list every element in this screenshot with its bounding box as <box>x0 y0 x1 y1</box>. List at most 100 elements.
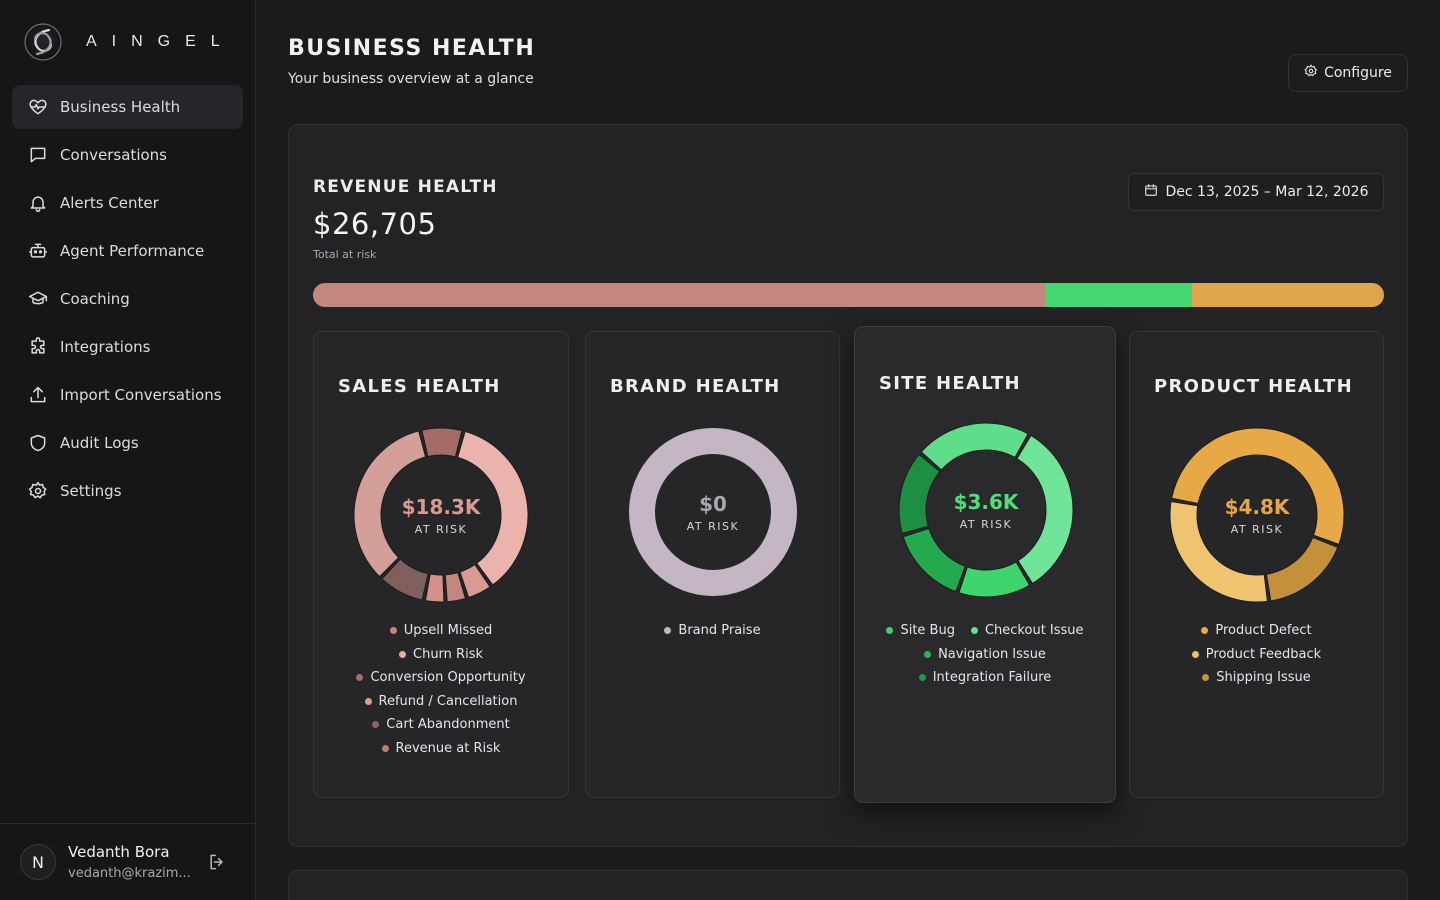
sales-health-title: SALES HEALTH <box>338 376 501 397</box>
sidebar-item-label: Import Conversations <box>60 386 222 404</box>
at-risk-label: AT RISK <box>1230 522 1284 536</box>
sidebar-item-audit-logs[interactable]: Audit Logs <box>12 421 243 465</box>
legend-item[interactable]: Churn Risk <box>334 643 548 667</box>
legend-item[interactable]: Refund / Cancellation <box>334 690 548 714</box>
legend-item[interactable]: Brand Praise <box>606 619 819 643</box>
page-subtitle: Your business overview at a glance <box>288 71 534 87</box>
site-donut-chart: $3.6K AT RISK <box>886 410 1086 610</box>
sales-donut-chart: $18.3K AT RISK <box>341 415 541 615</box>
sidebar-item-business-health[interactable]: Business Health <box>12 85 243 129</box>
sidebar-item-label: Conversations <box>60 146 167 164</box>
sidebar-item-agent-performance[interactable]: Agent Performance <box>12 229 243 273</box>
page-title: BUSINESS HEALTH <box>288 36 536 61</box>
revenue-caption: Total at risk <box>313 248 377 261</box>
site-at-risk-value: $3.6K <box>953 489 1019 514</box>
sidebar-item-import-conversations[interactable]: Import Conversations <box>12 373 243 417</box>
site-donut-segment[interactable] <box>1016 434 1074 585</box>
at-risk-label: AT RISK <box>959 517 1013 531</box>
legend-dot <box>356 674 364 682</box>
sales-legend: Upsell Missed Churn Risk Conversion Opport… <box>314 619 568 760</box>
sidebar-item-label: Audit Logs <box>60 434 139 452</box>
legend-label: Conversion Opportunity <box>370 670 526 686</box>
legend-dot <box>924 650 932 658</box>
legend-label: Brand Praise <box>678 623 761 639</box>
revenue-bar-segment-product <box>1192 283 1384 307</box>
sales-donut-segment[interactable] <box>381 558 429 601</box>
site-donut-segment[interactable] <box>902 527 966 593</box>
legend-item[interactable]: Shipping Issue <box>1150 666 1363 690</box>
legend-item[interactable]: Product Feedback <box>1150 643 1363 667</box>
brand-donut-segment[interactable] <box>629 428 797 596</box>
user-profile: N Vedanth Bora vedanth@krazim... <box>0 823 255 900</box>
brand-health-card[interactable]: BRAND HEALTH $0 AT RISK Brand Praise <box>585 331 840 798</box>
product-donut-segment[interactable] <box>1169 500 1269 603</box>
sidebar-item-settings[interactable]: Settings <box>12 469 243 513</box>
sidebar-item-coaching[interactable]: Coaching <box>12 277 243 321</box>
brand-health-title: BRAND HEALTH <box>610 376 781 397</box>
legend-item[interactable]: Integration Failure <box>875 666 1095 690</box>
sales-donut-segment[interactable] <box>457 430 529 586</box>
legend-label: Refund / Cancellation <box>378 693 518 709</box>
heart-pulse-icon <box>28 97 48 117</box>
logout-icon[interactable] <box>207 852 227 872</box>
chat-bubble-icon <box>28 145 48 165</box>
site-health-card[interactable]: SITE HEALTH $3.6K AT RISK Site Bug Checko… <box>854 326 1116 803</box>
robot-icon <box>28 241 48 261</box>
brand[interactable]: AINGEL <box>24 22 235 62</box>
legend-item[interactable]: Site Bug <box>878 619 963 643</box>
legend-dot <box>970 627 978 635</box>
legend-label: Cart Abandonment <box>386 717 510 733</box>
puzzle-icon <box>28 337 48 357</box>
legend-item[interactable]: Upsell Missed <box>334 619 548 643</box>
legend-item[interactable]: Navigation Issue <box>875 643 1095 667</box>
sidebar-item-alerts-center[interactable]: Alerts Center <box>12 181 243 225</box>
date-range-label: Dec 13, 2025 – Mar 12, 2026 <box>1165 184 1369 200</box>
sidebar-item-integrations[interactable]: Integrations <box>12 325 243 369</box>
upload-icon <box>28 385 48 405</box>
sales-at-risk-value: $18.3K <box>401 494 481 519</box>
product-donut-segment[interactable] <box>1265 536 1339 602</box>
legend-dot <box>918 674 926 682</box>
sidebar-item-label: Business Health <box>60 98 181 116</box>
legend-label: Upsell Missed <box>403 623 493 639</box>
legend-item[interactable]: Conversion Opportunity <box>334 666 548 690</box>
site-donut-segment[interactable] <box>898 453 941 535</box>
legend-dot <box>372 721 380 729</box>
revenue-bar-segment-site <box>1045 283 1193 307</box>
legend-label: Checkout Issue <box>984 623 1084 639</box>
sidebar-item-label: Agent Performance <box>60 242 205 260</box>
legend-item[interactable]: Product Defect <box>1150 619 1363 643</box>
legend-dot <box>389 627 397 635</box>
product-health-card[interactable]: PRODUCT HEALTH $4.8K AT RISK Product Def… <box>1129 331 1384 798</box>
sidebar-item-label: Settings <box>60 482 122 500</box>
sales-health-card[interactable]: SALES HEALTH $18.3K AT RISK Upsell Misse… <box>313 331 569 798</box>
legend-item[interactable]: Checkout Issue <box>963 619 1092 643</box>
site-donut-segment[interactable] <box>920 422 1029 471</box>
sales-donut-segment[interactable] <box>444 571 467 603</box>
bell-icon <box>28 193 48 213</box>
sidebar-item-conversations[interactable]: Conversations <box>12 133 243 177</box>
revenue-title: REVENUE HEALTH <box>313 177 498 197</box>
sales-donut-segment[interactable] <box>459 563 491 599</box>
revenue-distribution-bar <box>313 283 1384 307</box>
legend-dot <box>1202 674 1210 682</box>
product-at-risk-value: $4.8K <box>1224 494 1290 519</box>
shield-icon <box>28 433 48 453</box>
avatar[interactable]: N <box>20 844 56 880</box>
legend-item[interactable]: Cart Abandonment <box>334 713 548 737</box>
sales-donut-segment[interactable] <box>424 573 445 603</box>
date-range-picker[interactable]: Dec 13, 2025 – Mar 12, 2026 <box>1128 173 1384 211</box>
sales-donut-segment[interactable] <box>353 430 427 578</box>
legend-item[interactable]: Revenue at Risk <box>334 737 548 761</box>
product-donut-segment[interactable] <box>1171 427 1345 545</box>
legend-label: Churn Risk <box>413 646 483 662</box>
graduation-cap-icon <box>28 289 48 309</box>
configure-label: Configure <box>1324 65 1392 81</box>
at-risk-label: AT RISK <box>414 522 468 536</box>
gear-icon <box>1304 64 1318 82</box>
sales-donut-segment[interactable] <box>421 427 463 458</box>
secondary-card <box>288 870 1408 900</box>
legend-label: Site Bug <box>900 623 955 639</box>
site-donut-segment[interactable] <box>958 561 1031 598</box>
configure-button[interactable]: Configure <box>1288 54 1408 92</box>
